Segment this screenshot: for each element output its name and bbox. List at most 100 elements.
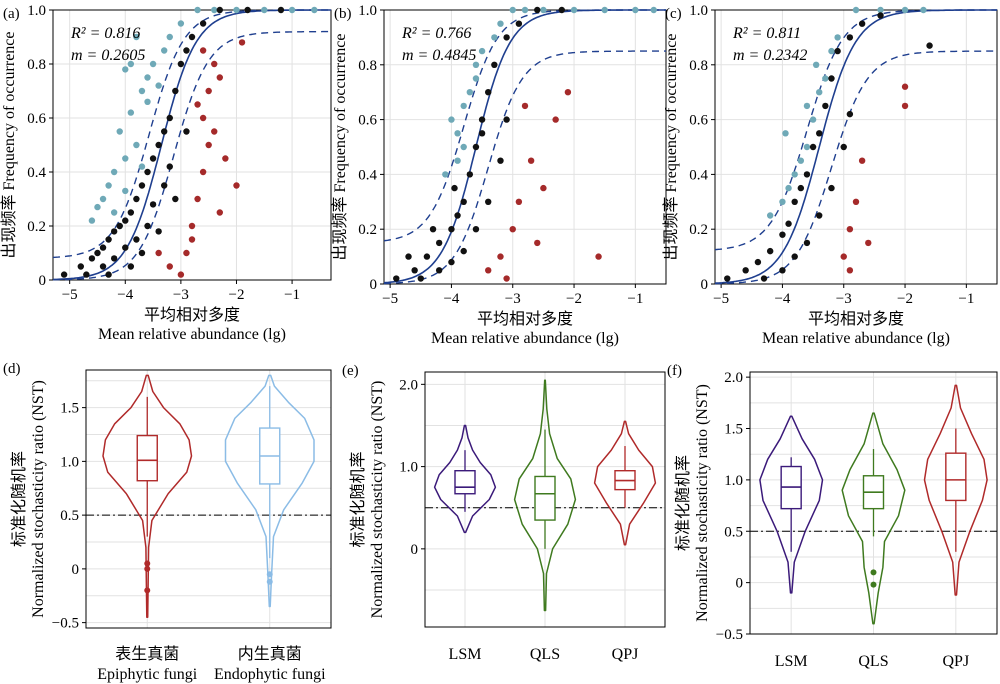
data-point-teal	[122, 187, 129, 195]
x-tick-label: −4	[774, 291, 790, 307]
y-tick-label: 0.4	[689, 167, 708, 183]
x-tick-label: −2	[897, 291, 913, 307]
data-point-black	[926, 42, 933, 49]
data-point-black	[188, 33, 196, 41]
x-tick-label: −4	[443, 291, 459, 307]
panel-label: (f)	[667, 363, 682, 379]
data-point-black	[791, 253, 798, 260]
data-point-teal	[149, 60, 157, 68]
data-point-black	[161, 128, 168, 135]
x-category-label: QLS	[530, 646, 560, 663]
y-axis-label-en: Normalized stochasticity ratio (NST)	[694, 384, 711, 622]
x-category-label: LSM	[775, 653, 808, 670]
data-point-red	[199, 114, 207, 122]
data-point-red	[194, 101, 201, 108]
x-tick-label: −3	[836, 291, 852, 307]
y-tick-label: 0	[39, 273, 47, 289]
data-point-black	[478, 116, 486, 123]
box	[454, 470, 476, 495]
x-tick-label: −5	[713, 291, 729, 307]
plot-frame	[424, 371, 666, 628]
data-point-red	[865, 239, 872, 247]
y-tick-label: −0.5	[716, 627, 743, 643]
data-point-red	[901, 102, 909, 110]
violin-panel-f: −0.5 0 0.5 1.0 1.5 2.0 LSM QLS QPJ (f) 标准化随机率 Norma…	[667, 363, 998, 670]
panel-label: (d)	[3, 361, 21, 377]
data-point-black	[435, 239, 443, 247]
y-tick-label: 0	[736, 576, 744, 592]
y-tick-label: 0.2	[358, 222, 377, 238]
violin-panel-d: −0.5 0 0.5 1.0 1.5 表生真菌 Epiphytic fungi 内生真菌 End…	[3, 361, 332, 683]
data-point-teal	[448, 116, 455, 123]
data-point-red	[846, 267, 854, 274]
data-point-black	[791, 198, 798, 205]
data-point-teal	[161, 47, 168, 54]
data-point-teal	[791, 171, 798, 178]
plot-frame	[52, 9, 332, 281]
data-point-black	[724, 275, 731, 282]
outlier-point	[266, 578, 273, 585]
data-point-teal	[797, 157, 805, 164]
y-axis-label-cn: 标准化随机率	[349, 451, 367, 547]
y-tick-label: 0.4	[27, 165, 46, 181]
ci-lower-curve	[715, 50, 997, 285]
data-point-black	[460, 247, 467, 255]
plot-frame	[85, 369, 332, 629]
data-point-black	[803, 239, 811, 247]
data-point-black	[216, 6, 223, 14]
x-category-label: LSM	[449, 646, 482, 663]
data-point-teal	[454, 157, 461, 164]
y-axis-label: 出现频率 Frequency of occurrence	[662, 33, 680, 260]
data-point-teal	[901, 6, 909, 14]
data-point-black	[472, 143, 480, 151]
data-point-black	[127, 263, 135, 270]
x-axis-label-en: Mean relative abundance (lg)	[98, 326, 286, 343]
panel-label: (e)	[342, 363, 359, 379]
violin-shape	[433, 424, 497, 534]
x-tick-label: −1	[958, 291, 974, 307]
outlier-point	[870, 569, 877, 576]
data-point-teal	[127, 109, 135, 116]
data-point-teal	[834, 34, 841, 41]
data-point-red	[901, 83, 909, 90]
y-tick-label: 0.5	[60, 508, 79, 524]
data-point-teal	[822, 75, 829, 82]
data-point-teal	[816, 89, 823, 96]
data-point-black	[277, 6, 285, 14]
data-point-black	[478, 130, 486, 137]
data-point-red	[846, 226, 854, 233]
outlier-point	[870, 581, 877, 588]
data-point-black	[405, 253, 412, 260]
data-point-teal	[809, 116, 817, 123]
data-point-teal	[472, 75, 480, 82]
violin-shape	[593, 420, 657, 546]
data-point-teal	[852, 6, 860, 14]
data-point-red	[199, 168, 207, 176]
x-tick-label: −2	[228, 287, 244, 303]
x-category-label-cn: 内生真菌	[238, 645, 302, 663]
data-point-black	[144, 222, 151, 230]
y-axis-label: 出现频率 Frequency of occurrence	[331, 33, 349, 260]
data-point-teal	[233, 6, 240, 14]
data-point-black	[754, 258, 762, 266]
x-tick-label: −1	[627, 291, 643, 307]
data-point-black	[766, 247, 774, 255]
panel-label: (a)	[3, 6, 20, 22]
data-point-red	[183, 249, 190, 257]
data-point-black	[172, 195, 179, 203]
data-point-black	[466, 171, 474, 178]
data-point-black	[122, 217, 129, 224]
data-point-black	[133, 195, 140, 203]
data-point-black	[822, 102, 829, 110]
data-point-red	[564, 89, 572, 96]
scatter-panel-c: −5 −4 −3 −2 −1 0 0.2 0.4 0.6 0.8 1.0 (c) R² = 0.811 m…	[662, 3, 998, 347]
y-tick-label: 0	[370, 277, 378, 293]
y-tick-label: 0.5	[724, 524, 743, 540]
data-point-black	[161, 182, 168, 189]
data-point-red	[852, 198, 860, 205]
data-point-teal	[144, 74, 151, 81]
data-point-teal	[650, 6, 657, 14]
data-point-black	[828, 184, 835, 192]
data-point-black	[149, 201, 157, 208]
x-axis-label-cn: 平均相对多度	[808, 310, 904, 328]
